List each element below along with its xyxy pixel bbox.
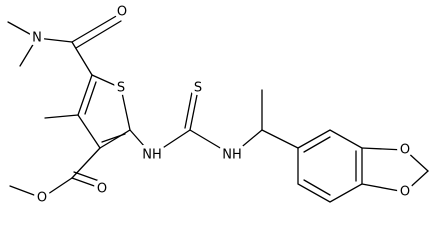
atom-label: O [400,143,410,158]
atom-label: N [32,31,42,46]
atom-label: O [37,191,47,206]
structure-diagram: O N S S NH NH O O O O [7,4,429,206]
bonds [7,14,429,203]
atom-label: O [117,5,127,20]
atom-label: NH [222,148,242,163]
atom-label: O [97,182,107,197]
atom-label: NH [142,148,162,163]
atom-label: O [400,185,410,200]
atom-label: S [194,81,202,96]
atom-label: S [117,81,125,96]
